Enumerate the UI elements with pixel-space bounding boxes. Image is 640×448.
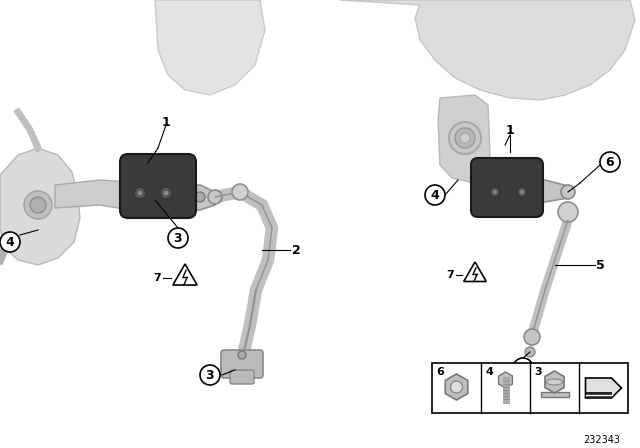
Circle shape: [134, 187, 146, 199]
Circle shape: [24, 191, 52, 219]
Polygon shape: [155, 0, 265, 95]
Circle shape: [558, 202, 578, 222]
Circle shape: [163, 190, 169, 196]
Circle shape: [490, 187, 500, 197]
Circle shape: [238, 351, 246, 359]
Circle shape: [520, 190, 525, 194]
Polygon shape: [173, 264, 197, 285]
Circle shape: [525, 347, 535, 357]
Circle shape: [30, 197, 46, 213]
Polygon shape: [340, 0, 635, 100]
Text: 1: 1: [162, 116, 170, 129]
Text: 6: 6: [518, 362, 527, 375]
Text: 2: 2: [292, 244, 300, 257]
Circle shape: [160, 187, 172, 199]
Circle shape: [200, 365, 220, 385]
Text: 4: 4: [6, 236, 14, 249]
Circle shape: [460, 133, 470, 143]
Text: 7: 7: [153, 273, 161, 283]
Circle shape: [232, 184, 248, 200]
Text: 4: 4: [431, 189, 440, 202]
Text: 3: 3: [205, 369, 214, 382]
Circle shape: [513, 358, 533, 378]
Circle shape: [195, 192, 205, 202]
Text: 7: 7: [446, 270, 454, 280]
Circle shape: [455, 128, 475, 148]
FancyBboxPatch shape: [120, 154, 196, 218]
Polygon shape: [482, 180, 568, 202]
FancyBboxPatch shape: [221, 350, 263, 378]
Circle shape: [493, 190, 497, 194]
Circle shape: [524, 329, 540, 345]
Polygon shape: [586, 392, 611, 398]
Circle shape: [168, 228, 188, 248]
Text: 6: 6: [605, 155, 614, 168]
Polygon shape: [541, 392, 568, 397]
Polygon shape: [55, 180, 165, 210]
Circle shape: [208, 190, 222, 204]
Circle shape: [451, 381, 463, 393]
Polygon shape: [0, 148, 80, 265]
Polygon shape: [445, 374, 468, 400]
Text: 6: 6: [436, 367, 444, 377]
Text: 1: 1: [506, 124, 515, 137]
Text: 232343: 232343: [583, 435, 620, 445]
Bar: [432, 363, 628, 413]
Polygon shape: [438, 95, 490, 182]
Polygon shape: [464, 262, 486, 281]
Text: 5: 5: [596, 258, 604, 271]
FancyBboxPatch shape: [471, 158, 543, 217]
Circle shape: [449, 122, 481, 154]
Circle shape: [561, 185, 575, 199]
Text: 3: 3: [534, 367, 541, 377]
Polygon shape: [586, 378, 621, 398]
Polygon shape: [499, 372, 513, 388]
Ellipse shape: [547, 379, 563, 385]
Circle shape: [137, 190, 143, 196]
Circle shape: [0, 232, 20, 252]
Circle shape: [517, 187, 527, 197]
Text: 3: 3: [173, 232, 182, 245]
Circle shape: [425, 185, 445, 205]
Circle shape: [600, 152, 620, 172]
Polygon shape: [140, 185, 215, 212]
Polygon shape: [545, 371, 564, 393]
FancyBboxPatch shape: [230, 370, 254, 384]
Text: 4: 4: [485, 367, 493, 377]
